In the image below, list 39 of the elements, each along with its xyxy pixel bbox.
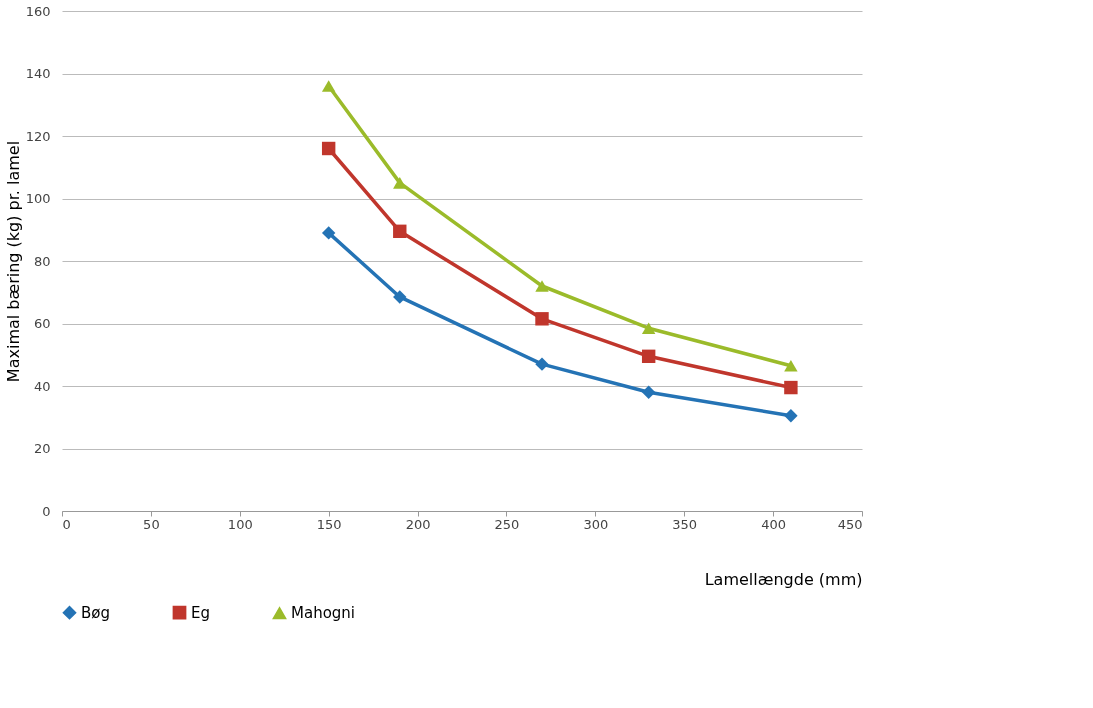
y-tick-label: 60 — [33, 316, 51, 331]
point — [393, 224, 407, 239]
y-tick-label: 100 — [25, 191, 51, 206]
x-tick-label: 0 — [62, 516, 71, 532]
point — [641, 349, 656, 364]
y-tick-label: 40 — [33, 378, 51, 394]
x-tick-label: 350 — [672, 516, 698, 532]
x-tick-label: 400 — [761, 516, 787, 532]
legend-label: Eg — [191, 603, 210, 622]
point — [784, 359, 798, 372]
y-tick-label: 0 — [42, 503, 51, 519]
y-tick-label: 120 — [25, 128, 51, 144]
x-tick-label: 250 — [494, 516, 520, 532]
y-tick-label: 80 — [33, 253, 51, 269]
point — [321, 80, 336, 92]
y-tick-label: 140 — [25, 66, 51, 81]
point — [784, 408, 798, 423]
point — [641, 322, 656, 334]
y-tick-label: 20 — [33, 441, 51, 456]
x-tick-label: 150 — [316, 516, 342, 532]
point — [321, 226, 336, 240]
x-tick-label: 200 — [405, 516, 431, 532]
x-tick-label: 50 — [143, 516, 160, 532]
point — [321, 141, 336, 156]
point — [535, 357, 549, 371]
point — [535, 312, 549, 326]
point — [535, 280, 549, 292]
legend-label: Mahogni — [291, 604, 356, 623]
point — [641, 385, 656, 399]
y-axis-title: Maximal bæring (kg) pr. lamel — [3, 140, 23, 383]
x-axis-title: Lamellængde (mm) — [704, 569, 863, 589]
point — [393, 290, 407, 304]
x-tick-label: 300 — [583, 516, 609, 532]
point — [784, 380, 798, 395]
point — [393, 177, 407, 189]
y-tick-label: 160 — [25, 3, 51, 19]
x-tick-label: 100 — [227, 516, 253, 532]
legend-label: Bøg — [81, 603, 110, 622]
x-tick-label: 450 — [837, 516, 863, 532]
